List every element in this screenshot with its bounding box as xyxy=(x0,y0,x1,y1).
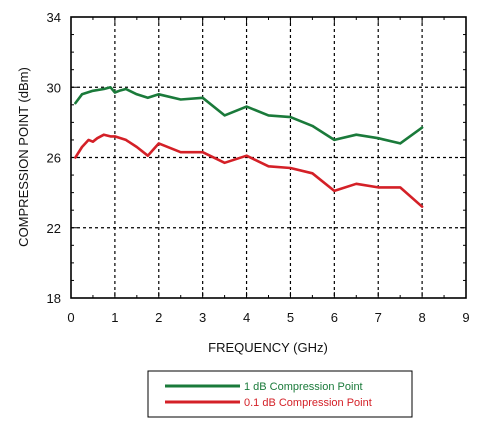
x-tick-labels: 0 1 2 3 4 5 6 7 8 9 xyxy=(67,310,469,325)
x-axis-title: FREQUENCY (GHz) xyxy=(208,340,328,355)
y-axis-title: COMPRESSION POINT (dBm) xyxy=(16,67,31,247)
y-tick-labels: 18 22 26 30 34 xyxy=(47,10,61,306)
x-tick-label-2: 2 xyxy=(155,310,162,325)
legend: 1 dB Compression Point 0.1 dB Compressio… xyxy=(147,370,413,418)
x-tick-label-8: 8 xyxy=(418,310,425,325)
grid xyxy=(71,17,466,298)
legend-label-0.1db: 0.1 dB Compression Point xyxy=(244,397,372,409)
plot-area xyxy=(70,16,467,299)
y-tick-label-22: 22 xyxy=(47,221,61,236)
x-tick-label-1: 1 xyxy=(111,310,118,325)
y-tick-label-30: 30 xyxy=(47,80,61,95)
y-tick-label-34: 34 xyxy=(47,10,61,25)
legend-label-1db: 1 dB Compression Point xyxy=(244,381,363,393)
y-tick-label-18: 18 xyxy=(47,291,61,306)
x-tick-label-5: 5 xyxy=(287,310,294,325)
y-tick-label-26: 26 xyxy=(47,151,61,166)
x-tick-label-7: 7 xyxy=(375,310,382,325)
x-tick-label-3: 3 xyxy=(199,310,206,325)
series-layer xyxy=(74,86,424,208)
x-tick-label-6: 6 xyxy=(331,310,338,325)
x-tick-label-0: 0 xyxy=(67,310,74,325)
series-line-0 xyxy=(74,86,424,145)
x-tick-label-9: 9 xyxy=(462,310,469,325)
x-tick-label-4: 4 xyxy=(243,310,250,325)
legend-box xyxy=(147,370,413,418)
series-line-1 xyxy=(74,133,424,208)
